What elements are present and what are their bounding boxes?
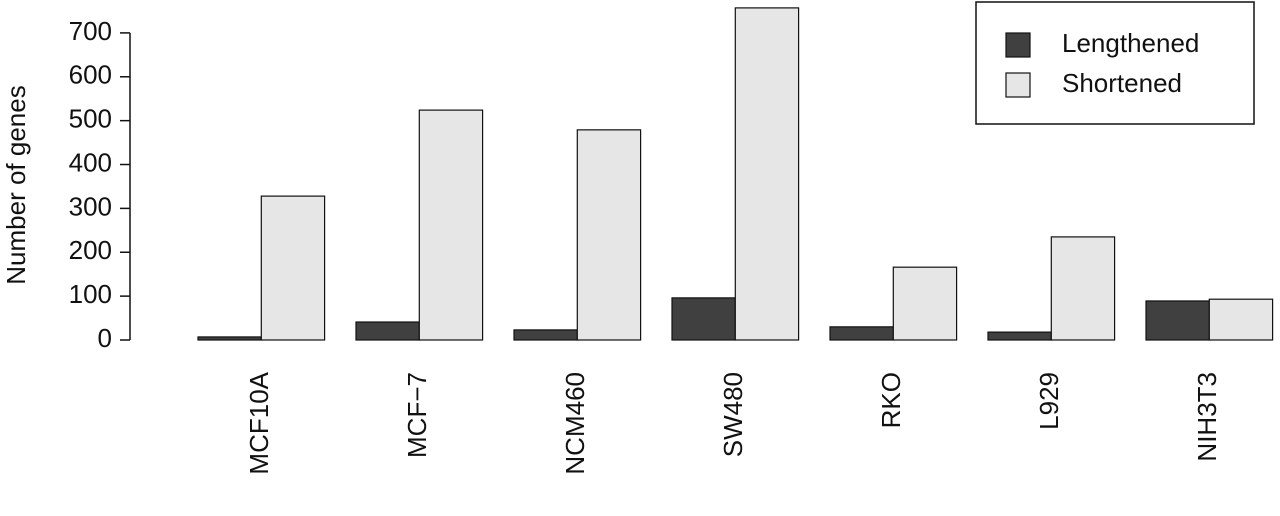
y-tick-label: 100 bbox=[69, 279, 112, 309]
x-tick-label: MCF10A bbox=[244, 371, 274, 474]
bar bbox=[260, 195, 326, 341]
legend-label: Shortened bbox=[1062, 68, 1182, 98]
bar bbox=[1050, 236, 1116, 341]
y-tick-label: 200 bbox=[69, 235, 112, 265]
x-tick-label: NCM460 bbox=[560, 372, 590, 475]
legend-label: Lengthened bbox=[1062, 28, 1199, 58]
x-tick-label: RKO bbox=[876, 372, 906, 428]
bar bbox=[987, 331, 1052, 341]
bar bbox=[1145, 300, 1210, 341]
x-tick-label: L929 bbox=[1034, 372, 1064, 430]
y-tick-label: 400 bbox=[69, 147, 112, 177]
bar bbox=[576, 129, 642, 341]
bar bbox=[892, 266, 958, 341]
legend-box bbox=[975, 1, 1255, 125]
y-tick-label: 0 bbox=[98, 323, 112, 353]
x-tick-label: SW480 bbox=[718, 372, 748, 457]
y-tick-label: 300 bbox=[69, 191, 112, 221]
bar bbox=[418, 109, 484, 341]
legend-swatch bbox=[1005, 32, 1031, 58]
bar bbox=[513, 329, 578, 341]
legend-swatch bbox=[1005, 72, 1031, 98]
bar bbox=[671, 297, 736, 341]
bar bbox=[734, 7, 800, 341]
bar bbox=[355, 321, 420, 341]
bar bbox=[197, 336, 262, 341]
bar bbox=[1208, 298, 1274, 341]
y-tick-label: 600 bbox=[69, 60, 112, 90]
bar bbox=[829, 326, 894, 341]
y-axis-label: Number of genes bbox=[1, 85, 31, 284]
x-tick-label: MCF−7 bbox=[402, 372, 432, 458]
x-tick-label: NIH3T3 bbox=[1192, 372, 1222, 462]
y-tick-label: 700 bbox=[69, 16, 112, 46]
y-tick-label: 500 bbox=[69, 104, 112, 134]
